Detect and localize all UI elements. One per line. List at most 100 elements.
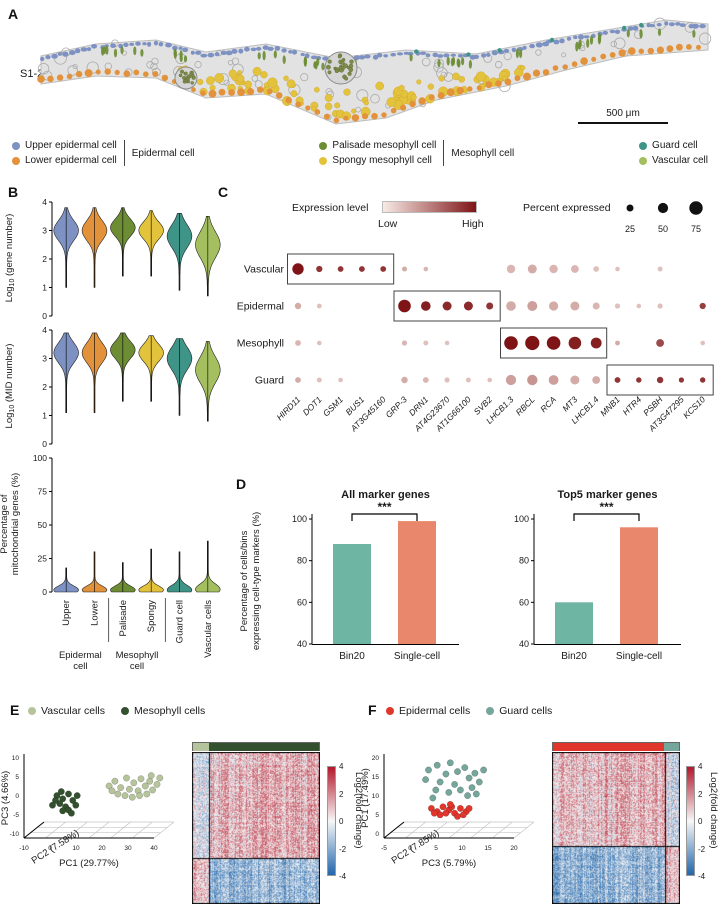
svg-text:KCS10: KCS10 bbox=[681, 394, 707, 420]
panel-d-label: D bbox=[236, 476, 247, 492]
svg-text:0: 0 bbox=[42, 311, 47, 321]
dot bbox=[402, 266, 407, 272]
svg-text:Log10 (MID number): Log10 (MID number) bbox=[4, 344, 16, 429]
svg-text:40: 40 bbox=[519, 639, 529, 649]
colorbar-tick: 2 bbox=[698, 789, 703, 799]
svg-text:20: 20 bbox=[98, 845, 106, 852]
legend-dot bbox=[28, 707, 36, 715]
heatmap-group-segment bbox=[193, 743, 210, 751]
legend-dot bbox=[319, 141, 328, 150]
svg-text:-5: -5 bbox=[13, 812, 19, 819]
legend-dot bbox=[12, 156, 20, 165]
colorbar-tick: 4 bbox=[698, 762, 703, 771]
svg-text:0: 0 bbox=[375, 831, 379, 838]
heatmap-group-segment bbox=[553, 743, 664, 751]
legend-group: Palisade mesophyll cell Spongy mesophyll … bbox=[319, 140, 514, 166]
dot bbox=[614, 377, 621, 383]
colorbar-tick: 4 bbox=[339, 762, 344, 771]
pca-point bbox=[468, 784, 476, 792]
svg-text:PC3 (4.66%): PC3 (4.66%) bbox=[0, 771, 11, 825]
colorbar-ticks-e: 4 2 0 -2 -4 bbox=[339, 762, 355, 881]
pca-point bbox=[59, 795, 67, 803]
svg-text:RBCL: RBCL bbox=[514, 394, 537, 417]
legend-item: Spongy mesophyll cell bbox=[319, 155, 436, 166]
svg-text:HIRD11: HIRD11 bbox=[274, 394, 302, 422]
svg-text:Mesophyll: Mesophyll bbox=[237, 338, 284, 350]
svg-text:Guard cell: Guard cell bbox=[175, 600, 186, 643]
colorbar-tick: 0 bbox=[339, 817, 344, 826]
svg-text:HTR4: HTR4 bbox=[620, 394, 643, 417]
dot bbox=[465, 377, 471, 383]
pca-point bbox=[430, 809, 438, 817]
dot bbox=[486, 302, 494, 310]
pca-point bbox=[57, 788, 65, 796]
bar bbox=[555, 602, 593, 644]
svg-text:0: 0 bbox=[42, 439, 47, 449]
pca-point bbox=[465, 804, 473, 812]
svg-text:15: 15 bbox=[372, 774, 380, 781]
dot bbox=[444, 377, 450, 383]
pca-point bbox=[143, 790, 151, 798]
svg-text:3: 3 bbox=[42, 354, 47, 364]
panel-a-label: A bbox=[8, 6, 19, 22]
colorbar-tick: 2 bbox=[339, 789, 344, 799]
svg-text:RCA: RCA bbox=[538, 394, 558, 414]
violin-plot-mito-percent: 0 25 50 75 100 Percentage of mitochondrial gen… bbox=[0, 453, 221, 597]
svg-text:Epidermal: Epidermal bbox=[237, 301, 284, 313]
dot bbox=[592, 302, 600, 310]
legend-label: Upper epidermal cell bbox=[25, 140, 117, 151]
dot bbox=[700, 377, 706, 383]
marker-barcharts: All marker genes 40 60 80 100 Bin20 Single-cel… bbox=[239, 489, 681, 662]
legend-dot bbox=[486, 707, 495, 715]
pca-point bbox=[153, 780, 161, 788]
svg-text:Log10 (gene number): Log10 (gene number) bbox=[4, 214, 16, 303]
scale-bar: 500 μm bbox=[578, 108, 668, 124]
pca-point bbox=[49, 801, 56, 809]
dot bbox=[636, 377, 642, 383]
pca-point bbox=[59, 807, 67, 815]
svg-text:80: 80 bbox=[519, 556, 529, 566]
dot bbox=[570, 301, 580, 311]
dot bbox=[657, 266, 663, 272]
dot bbox=[423, 266, 429, 272]
svg-text:2: 2 bbox=[42, 382, 47, 392]
pca-point bbox=[156, 774, 164, 782]
legend-group-name: Mesophyll cell bbox=[451, 147, 515, 159]
svg-text:80: 80 bbox=[297, 556, 307, 566]
dot bbox=[699, 302, 706, 310]
pca-point bbox=[123, 774, 130, 782]
colorbar-e bbox=[327, 766, 336, 876]
legend-item: Guard cell bbox=[639, 140, 708, 151]
marker-gene-dotplot: Vascular Epidermal Mesophyll Guard HIRD11DOT… bbox=[237, 253, 714, 434]
dot bbox=[593, 266, 600, 272]
colorbar-tick: -2 bbox=[339, 844, 347, 854]
dot bbox=[571, 265, 579, 273]
colorbar-tick: -4 bbox=[698, 872, 706, 881]
pca-point bbox=[472, 790, 480, 798]
dot bbox=[317, 340, 322, 346]
dot bbox=[295, 377, 301, 383]
legend-dot bbox=[386, 707, 394, 715]
legend-dot bbox=[639, 141, 648, 150]
dot bbox=[700, 340, 705, 346]
svg-text:0: 0 bbox=[408, 845, 412, 852]
bar bbox=[398, 521, 436, 644]
pca-point bbox=[442, 809, 450, 817]
percent-expressed-label: Percent expressed bbox=[523, 202, 611, 214]
dot bbox=[656, 339, 664, 347]
dot bbox=[615, 340, 620, 346]
marker-box bbox=[393, 290, 501, 322]
dot bbox=[487, 377, 493, 383]
pca-point bbox=[436, 778, 444, 786]
pca-point bbox=[111, 777, 119, 785]
pca-point bbox=[429, 794, 437, 802]
pca-point bbox=[456, 786, 464, 794]
dot bbox=[527, 374, 538, 386]
panel-b-label: B bbox=[8, 184, 19, 200]
legend-label: Palisade mesophyll cell bbox=[332, 140, 437, 151]
pca-point bbox=[105, 782, 113, 790]
pca-point bbox=[446, 800, 454, 808]
dot bbox=[401, 376, 408, 384]
svg-text:0: 0 bbox=[15, 793, 19, 800]
dot bbox=[614, 303, 621, 309]
